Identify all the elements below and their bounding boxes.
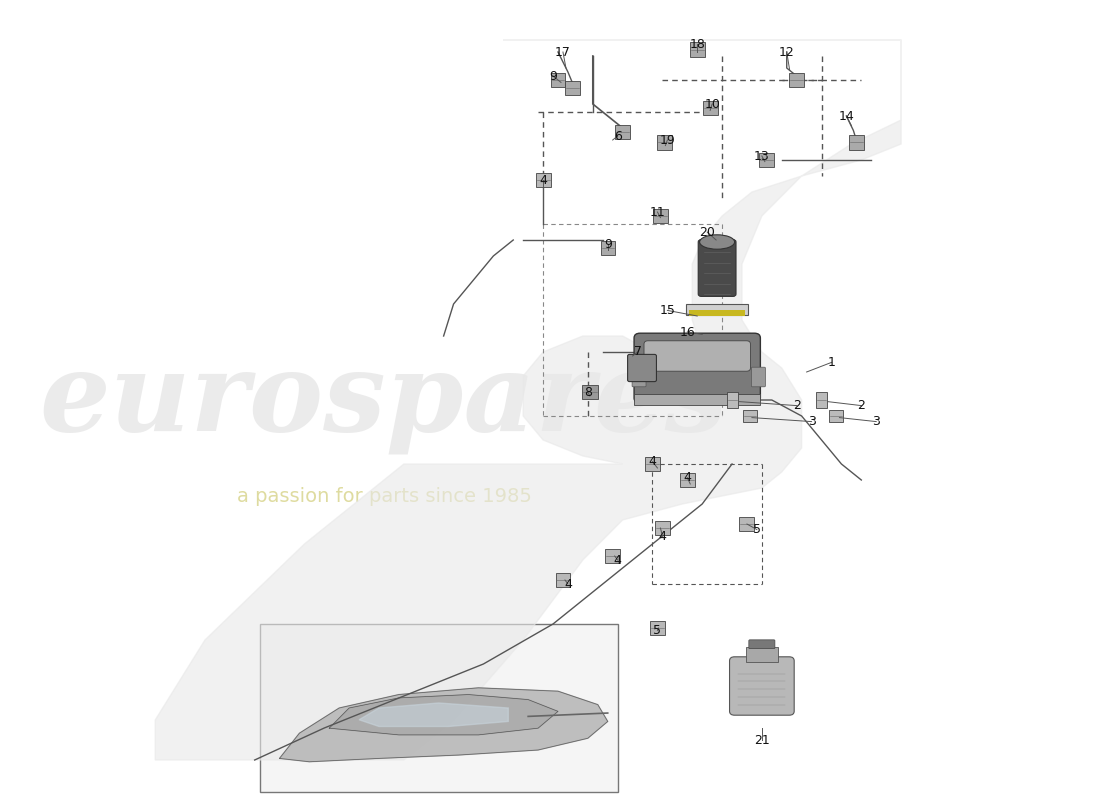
Text: 9: 9: [604, 238, 612, 250]
FancyBboxPatch shape: [634, 394, 760, 406]
Text: eurospares: eurospares: [40, 346, 728, 454]
FancyBboxPatch shape: [551, 74, 565, 87]
Polygon shape: [329, 694, 558, 735]
FancyBboxPatch shape: [690, 310, 745, 317]
FancyBboxPatch shape: [536, 174, 550, 187]
FancyBboxPatch shape: [650, 621, 664, 635]
FancyBboxPatch shape: [703, 101, 717, 115]
FancyBboxPatch shape: [742, 410, 757, 422]
FancyBboxPatch shape: [615, 125, 630, 139]
Text: a passion for parts since 1985: a passion for parts since 1985: [236, 486, 531, 506]
FancyBboxPatch shape: [645, 457, 660, 470]
Text: 4: 4: [614, 554, 622, 566]
Text: 14: 14: [838, 110, 855, 122]
Text: 2: 2: [793, 399, 801, 412]
FancyBboxPatch shape: [686, 304, 748, 315]
Text: 17: 17: [556, 46, 571, 58]
Text: 12: 12: [779, 46, 794, 58]
FancyBboxPatch shape: [601, 242, 615, 254]
Bar: [260, 624, 618, 792]
Text: 16: 16: [680, 326, 695, 338]
FancyBboxPatch shape: [644, 341, 750, 371]
Text: 6: 6: [614, 130, 622, 142]
FancyBboxPatch shape: [605, 549, 620, 562]
Text: 8: 8: [584, 386, 592, 398]
Text: 3: 3: [807, 415, 815, 428]
Text: 20: 20: [700, 226, 715, 238]
FancyBboxPatch shape: [582, 385, 597, 399]
FancyBboxPatch shape: [739, 517, 755, 531]
Polygon shape: [279, 688, 607, 762]
Polygon shape: [359, 703, 508, 726]
Ellipse shape: [700, 235, 735, 250]
FancyBboxPatch shape: [565, 81, 581, 95]
Text: 1: 1: [827, 356, 835, 369]
FancyBboxPatch shape: [632, 367, 646, 387]
Text: 4: 4: [683, 471, 691, 484]
FancyBboxPatch shape: [849, 135, 864, 150]
FancyBboxPatch shape: [690, 42, 705, 57]
Text: 7: 7: [634, 346, 641, 358]
FancyBboxPatch shape: [654, 522, 670, 534]
FancyBboxPatch shape: [759, 153, 774, 167]
Text: 4: 4: [659, 530, 667, 542]
FancyBboxPatch shape: [556, 573, 571, 586]
FancyBboxPatch shape: [698, 240, 736, 297]
Text: 21: 21: [754, 734, 770, 746]
Text: 4: 4: [564, 578, 572, 590]
Text: 9: 9: [549, 70, 557, 82]
FancyBboxPatch shape: [751, 367, 766, 387]
FancyBboxPatch shape: [829, 410, 844, 422]
Text: 15: 15: [659, 304, 675, 317]
Text: 4: 4: [649, 455, 657, 468]
FancyBboxPatch shape: [729, 657, 794, 715]
FancyBboxPatch shape: [746, 647, 778, 662]
FancyBboxPatch shape: [816, 392, 827, 408]
Polygon shape: [155, 40, 901, 760]
FancyBboxPatch shape: [789, 73, 804, 87]
FancyBboxPatch shape: [634, 334, 760, 403]
Text: 5: 5: [653, 624, 661, 637]
Text: 19: 19: [660, 134, 675, 146]
Text: 13: 13: [754, 150, 770, 162]
Text: 10: 10: [704, 98, 720, 110]
Text: 2: 2: [857, 399, 866, 412]
Text: 4: 4: [539, 174, 547, 186]
FancyBboxPatch shape: [653, 209, 668, 223]
Text: 11: 11: [650, 206, 666, 218]
Text: 5: 5: [752, 523, 761, 536]
FancyBboxPatch shape: [680, 473, 695, 486]
FancyBboxPatch shape: [749, 640, 774, 649]
Text: 3: 3: [872, 415, 880, 428]
FancyBboxPatch shape: [657, 135, 672, 150]
FancyBboxPatch shape: [628, 354, 657, 382]
FancyBboxPatch shape: [727, 392, 737, 408]
Text: 18: 18: [690, 38, 705, 50]
